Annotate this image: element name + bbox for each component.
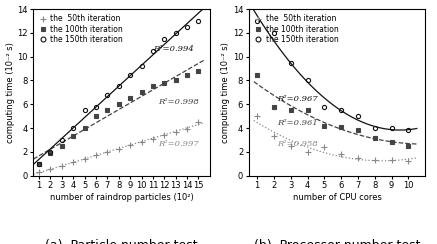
Y-axis label: computing time (10⁻² s): computing time (10⁻² s) — [6, 42, 14, 143]
Text: R²=0.961: R²=0.961 — [277, 119, 318, 126]
Text: (b)  Processor number test: (b) Processor number test — [254, 239, 420, 244]
Y-axis label: computing time (10⁻² s): computing time (10⁻² s) — [221, 42, 230, 143]
X-axis label: number of raindrop particles (10²): number of raindrop particles (10²) — [50, 193, 194, 202]
X-axis label: number of CPU cores: number of CPU cores — [292, 193, 382, 202]
Text: (a)  Particle number test: (a) Particle number test — [45, 239, 198, 244]
Text: R²=0.997: R²=0.997 — [159, 140, 199, 148]
Text: R²=0.998: R²=0.998 — [159, 98, 199, 106]
Text: R²=0.958: R²=0.958 — [277, 140, 318, 148]
Legend: the  50th iteration, the 100th iteration, the 150th iteration: the 50th iteration, the 100th iteration,… — [37, 13, 125, 45]
Text: R²=0.967: R²=0.967 — [277, 95, 318, 103]
Text: R²=0.994: R²=0.994 — [153, 45, 194, 53]
Legend: the  50th iteration, the 100th iteration, the 150th iteration: the 50th iteration, the 100th iteration,… — [253, 13, 340, 45]
